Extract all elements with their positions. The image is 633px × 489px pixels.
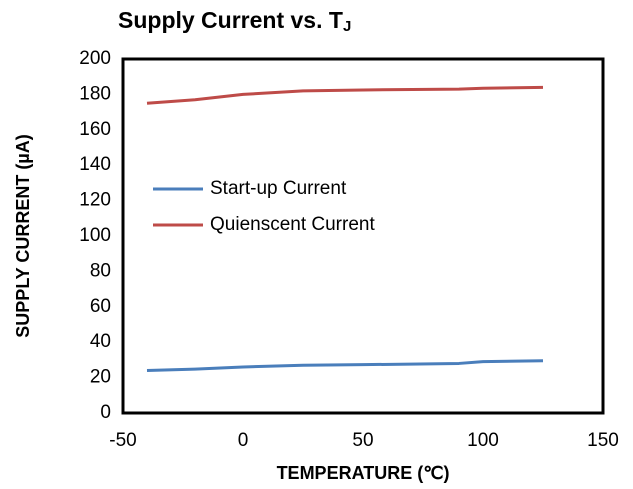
x-axis-label: TEMPERATURE (℃) [277, 463, 450, 483]
legend-label: Start-up Current [210, 178, 347, 199]
y-tick-label: 200 [79, 48, 111, 69]
y-tick-label: 140 [79, 154, 111, 175]
y-tick-label: 180 [79, 83, 111, 104]
y-tick-label: 60 [90, 296, 111, 317]
x-tick-label: 150 [587, 430, 619, 451]
y-tick-label: 100 [79, 225, 111, 246]
y-axis-label: SUPPLY CURRENT (µA) [13, 134, 33, 337]
y-tick-label: 40 [90, 331, 111, 352]
x-tick-label: 50 [352, 430, 373, 451]
y-tick-label: 80 [90, 260, 111, 281]
title-subscript: J [343, 18, 351, 35]
x-tick-label: 100 [467, 430, 499, 451]
y-tick-label: 120 [79, 190, 111, 211]
legend-label: Quienscent Current [210, 214, 375, 235]
y-tick-label: 0 [100, 402, 111, 423]
title-text: Supply Current vs. T [118, 7, 343, 33]
chart-title: Supply Current vs. TJ [118, 7, 351, 35]
plot-border [121, 57, 605, 415]
x-tick-label: 0 [238, 430, 249, 451]
x-tick-label: -50 [109, 430, 136, 451]
series-line [146, 85, 544, 105]
y-tick-label: 160 [79, 119, 111, 140]
y-tick-label: 20 [90, 367, 111, 388]
series-line [146, 359, 544, 373]
